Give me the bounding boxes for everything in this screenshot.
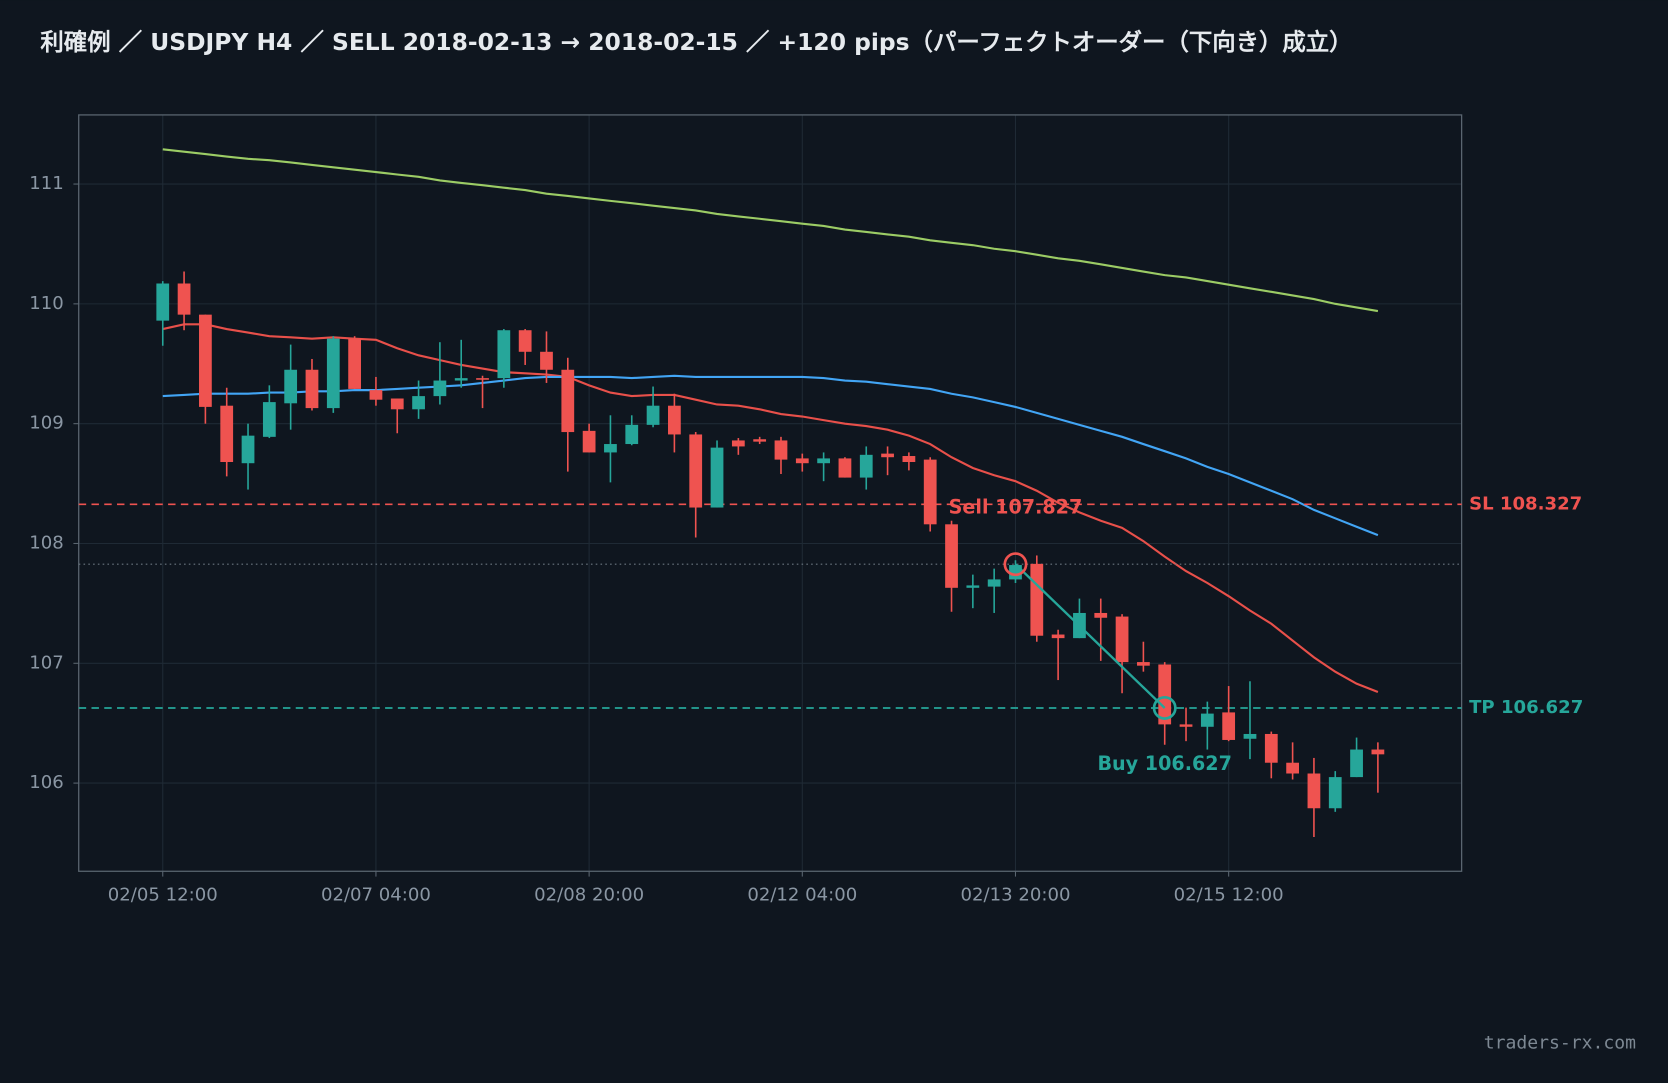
- y-tick-label: 107: [29, 652, 64, 673]
- candle-body: [966, 585, 980, 588]
- candle-body: [817, 458, 831, 464]
- candle-body: [284, 369, 298, 404]
- candle-body: [390, 398, 404, 410]
- candle-body: [923, 459, 937, 525]
- candle-body: [859, 454, 873, 478]
- x-tick-label: 02/05 12:00: [108, 885, 218, 906]
- chart-title: 利確例 ／ USDJPY H4 ／ SELL 2018-02-13 → 2018…: [40, 28, 1352, 56]
- candle-body: [540, 351, 553, 370]
- candle-body: [881, 453, 894, 458]
- candle-body: [518, 330, 532, 352]
- level-label: SL 108.327: [1469, 493, 1582, 514]
- candle-body: [220, 405, 234, 463]
- candle-body: [689, 434, 703, 508]
- watermark: traders-rx.com: [1484, 1033, 1636, 1054]
- candle-body: [1137, 662, 1150, 666]
- candle-body: [1243, 733, 1257, 739]
- x-tick-label: 02/13 20:00: [961, 885, 1071, 906]
- candle-body: [262, 402, 276, 437]
- candle-body: [731, 440, 745, 447]
- candle-body: [1179, 724, 1193, 727]
- candle-body: [1307, 773, 1321, 809]
- y-tick-label: 108: [29, 532, 64, 553]
- candle-body: [625, 424, 639, 445]
- candle-body: [902, 456, 916, 463]
- y-tick-label: 106: [29, 772, 64, 793]
- candle-body: [838, 458, 852, 478]
- candle-body: [348, 338, 362, 389]
- level-label: TP 106.627: [1469, 697, 1583, 718]
- candle-body: [987, 579, 1001, 587]
- x-tick-label: 02/15 12:00: [1174, 885, 1284, 906]
- x-tick-label: 02/12 04:00: [747, 885, 857, 906]
- candle-body: [1286, 762, 1299, 774]
- candle-body: [795, 458, 809, 464]
- ma-line: [162, 148, 1379, 313]
- candle-body: [1371, 749, 1385, 755]
- candle-body: [1200, 713, 1214, 727]
- candle-body: [1094, 612, 1108, 618]
- x-tick-label: 02/08 20:00: [534, 885, 644, 906]
- candle-body: [1051, 634, 1065, 639]
- candle-body: [1030, 563, 1044, 636]
- candle-body: [369, 390, 383, 400]
- candle-body: [1328, 777, 1342, 809]
- candle-body: [177, 283, 191, 315]
- candle-body: [604, 444, 617, 453]
- candle-body: [582, 430, 596, 453]
- trade-line: [1014, 563, 1166, 709]
- candle-body: [1158, 664, 1172, 725]
- candle-body: [497, 330, 511, 379]
- exit-marker: [1152, 696, 1177, 720]
- candle-body: [561, 369, 575, 433]
- candle-body: [454, 378, 468, 381]
- exit-label: Buy 106.627: [1097, 752, 1231, 775]
- candle-body: [710, 447, 724, 508]
- candle-body: [241, 435, 255, 464]
- x-tick-label: 02/07 04:00: [321, 885, 431, 906]
- candle-body: [305, 369, 319, 409]
- entry-label: Sell 107.827: [949, 495, 1083, 518]
- y-tick-label: 111: [29, 173, 64, 194]
- candle-body: [1264, 733, 1278, 763]
- ma-line: [162, 374, 1379, 537]
- candle-body: [476, 378, 489, 380]
- plot-frame: [78, 114, 1463, 872]
- candle-body: [753, 439, 767, 442]
- candle-body: [1115, 616, 1129, 663]
- candle-body: [774, 440, 788, 460]
- candle-body: [326, 338, 340, 409]
- candle-body: [668, 405, 681, 435]
- candle-body: [646, 405, 660, 425]
- y-tick-label: 109: [29, 413, 64, 434]
- candle-body: [1350, 749, 1363, 778]
- candle-body: [199, 314, 212, 407]
- y-tick-label: 110: [29, 293, 64, 314]
- candle-body: [156, 283, 170, 321]
- candle-body: [945, 524, 958, 588]
- candle-body: [1222, 712, 1236, 740]
- candle-body: [433, 380, 447, 397]
- entry-marker: [1003, 552, 1028, 577]
- candle-body: [412, 396, 425, 410]
